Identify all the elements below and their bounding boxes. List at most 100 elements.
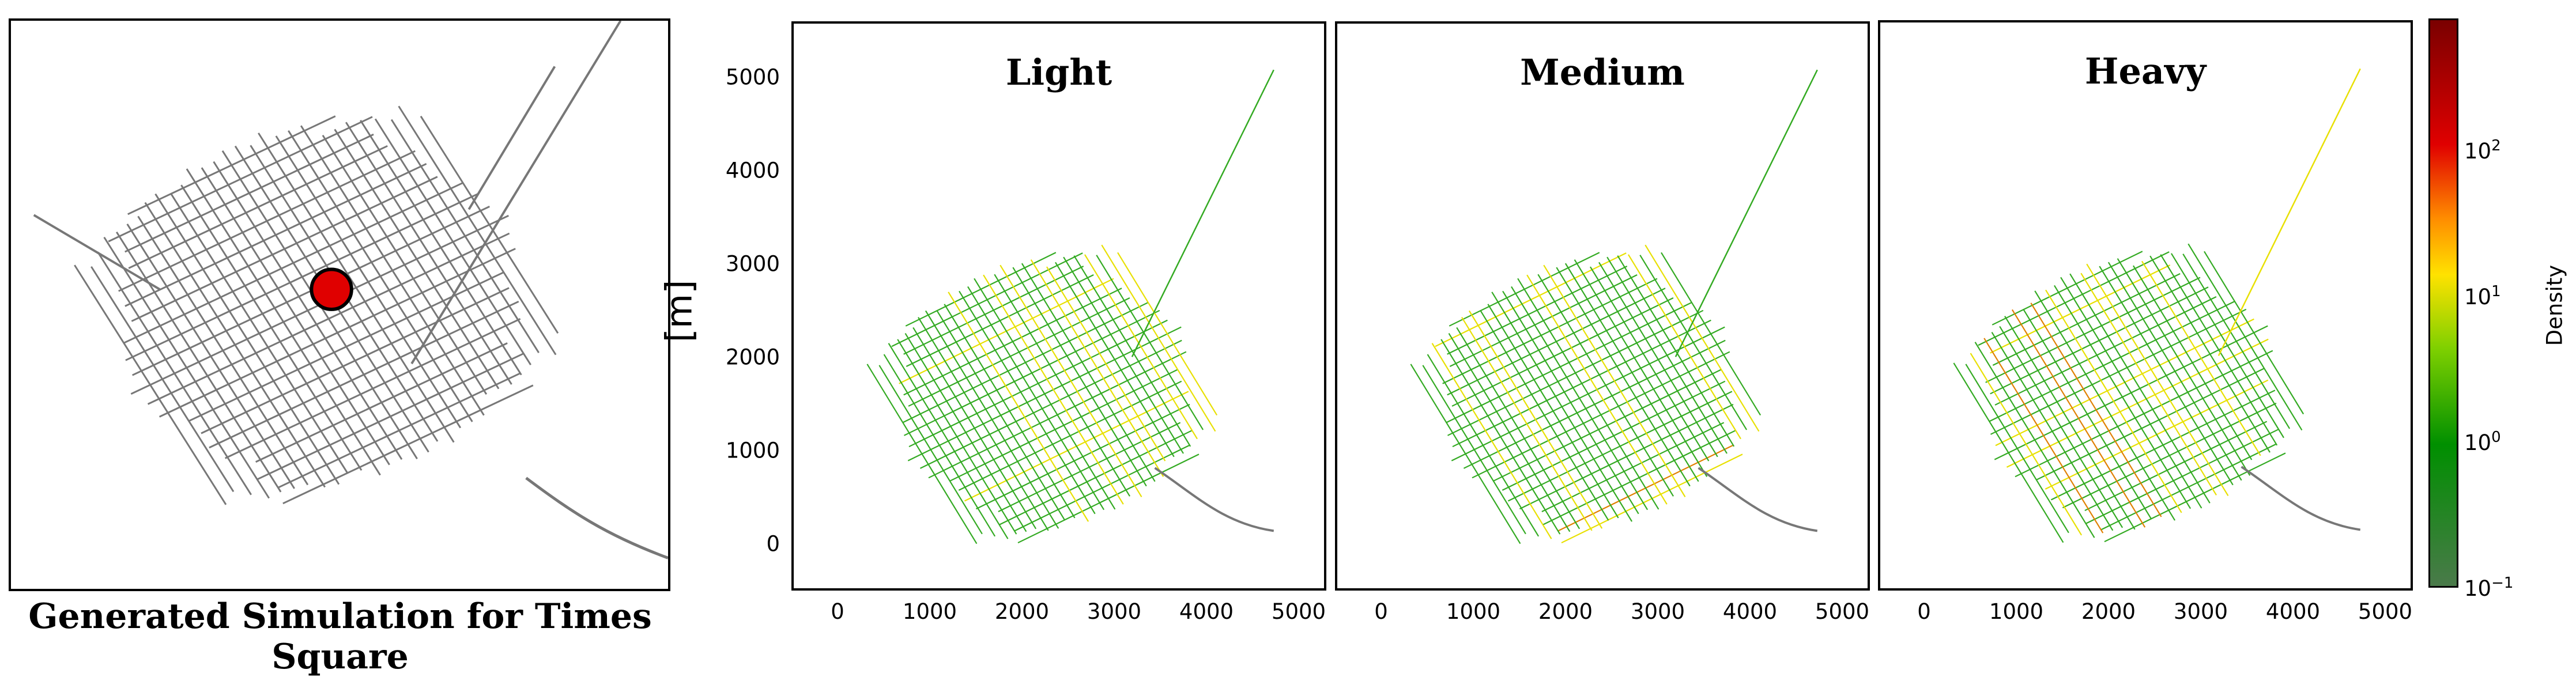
street-density-segment	[866, 364, 978, 544]
highway-line	[410, 21, 622, 365]
street-segment	[345, 122, 512, 385]
street-segment	[258, 133, 455, 443]
street-density-segment	[2045, 289, 2182, 513]
street-segment	[137, 215, 309, 486]
street-segment	[115, 231, 282, 493]
street-density-segment	[2034, 290, 2176, 521]
street-density-segment	[1970, 353, 2083, 536]
street-density-segment	[2160, 254, 2278, 446]
street-density-segment	[1974, 342, 2095, 538]
street-density-segment	[904, 332, 1027, 532]
x-tick-label: 1000	[1446, 599, 1501, 624]
street-density-segment	[2030, 302, 2162, 517]
street-density-segment	[1084, 254, 1198, 440]
street-segment	[374, 118, 531, 366]
street-density-segment	[2182, 254, 2291, 429]
x-tick-label: 5000	[2358, 599, 2413, 624]
street-segment	[186, 168, 381, 476]
street-density-segment	[959, 290, 1096, 515]
x-tick-label: 4000	[1179, 599, 1234, 624]
street-density-segment	[1628, 254, 1741, 440]
street-segment	[420, 115, 559, 334]
street-segment	[144, 202, 326, 488]
x-tick-label: 0	[1374, 599, 1388, 624]
x-tick-label: 3000	[2173, 599, 2228, 624]
street-segment	[126, 223, 295, 489]
street-segment	[90, 266, 235, 493]
street-density-segment	[2086, 263, 2229, 497]
street-density-segment	[1468, 310, 1603, 529]
street-density-segment	[1021, 263, 1156, 482]
street-density-segment	[948, 292, 1089, 522]
x-tick-label: 3000	[1087, 599, 1142, 624]
x-tick-label: 1000	[902, 599, 957, 624]
street-density-segment	[936, 309, 1066, 521]
street-segment	[322, 134, 488, 395]
street-density-segment	[994, 274, 1130, 497]
street-segment	[398, 105, 557, 355]
street-segment	[180, 184, 363, 471]
x-tick-label: 2000	[994, 599, 1050, 624]
street-density-segment	[1427, 354, 1540, 537]
colorbar-tick-label: 10−1	[2464, 574, 2514, 601]
street-density-segment	[2011, 309, 2146, 528]
highway-line	[33, 214, 161, 290]
panel-title-medium: Medium	[1520, 51, 1685, 93]
street-density-segment	[1422, 365, 1526, 535]
street-density-segment	[1564, 263, 1699, 482]
y-axis-label: [m]	[658, 279, 700, 343]
x-tick-label: 2000	[1538, 599, 1593, 624]
street-density-segment	[925, 310, 1059, 529]
street-density-segment	[2171, 253, 2284, 438]
street-density-segment	[1661, 252, 1762, 416]
colorbar-tick-label: 102	[2464, 137, 2501, 164]
colorbar	[2428, 18, 2458, 588]
street-density-segment	[2133, 265, 2253, 460]
colorbar-tick-label: 101	[2464, 282, 2501, 309]
street-density-segment	[1502, 290, 1639, 515]
street-density-segment	[1617, 255, 1735, 447]
x-tick-label: 2000	[2081, 599, 2136, 624]
street-network-map	[33, 21, 668, 559]
street-density-segment	[1598, 262, 1718, 457]
street-density-segment	[2080, 273, 2217, 496]
street-density-segment	[1046, 266, 1166, 462]
panel-title-light: Light	[1005, 51, 1112, 93]
street-density-segment	[1511, 286, 1649, 510]
street-density-segment	[2054, 285, 2192, 509]
highway-curve	[1154, 467, 1274, 532]
highway-density-line	[2217, 68, 2361, 356]
street-density-segment	[1590, 266, 1710, 462]
x-tick-label: 1000	[1989, 599, 2044, 624]
x-tick-label: 4000	[2265, 599, 2321, 624]
street-segment	[390, 119, 540, 353]
street-density-segment	[2107, 262, 2242, 481]
x-tick-label: 4000	[1722, 599, 1778, 624]
street-density-segment	[1965, 364, 2069, 534]
street-density-segment	[2099, 266, 2234, 486]
street-density-segment	[2004, 316, 2136, 530]
highway-line	[467, 66, 556, 210]
street-density-segment	[1055, 262, 1175, 457]
street-density-segment	[2187, 243, 2303, 431]
street-density-segment	[2060, 277, 2202, 509]
street-segment	[103, 236, 270, 499]
street-density-segment	[1517, 278, 1659, 510]
medium-density-map	[1410, 69, 1818, 544]
street-segment	[154, 193, 340, 485]
street-density-segment	[1461, 317, 1593, 531]
street-segment	[275, 135, 462, 429]
heatmap-panel-heavy: Heavy	[1878, 20, 2413, 591]
street-segment	[97, 251, 252, 496]
y-tick-label: 2000	[725, 345, 780, 370]
street-density-segment	[1480, 309, 1609, 521]
street-density-segment	[918, 317, 1049, 531]
x-tick-label: 5000	[1815, 599, 1870, 624]
colorbar-label: Density	[2542, 264, 2567, 346]
map-caption: Generated Simulation for Times Square	[28, 596, 652, 677]
location-dot-icon	[310, 267, 353, 311]
street-density-segment	[2023, 308, 2152, 520]
street-density-segment	[1983, 338, 2104, 534]
street-segment	[169, 192, 349, 474]
street-density-segment	[1537, 274, 1674, 497]
